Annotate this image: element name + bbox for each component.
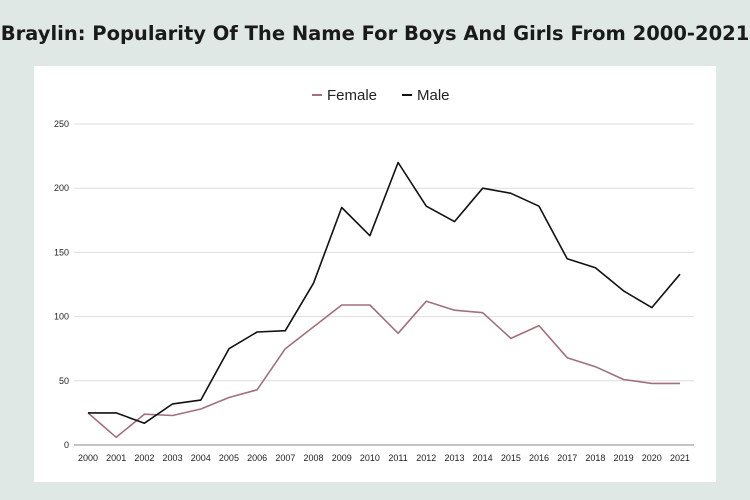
x-tick-label: 2011	[388, 453, 407, 463]
x-tick-label: 2001	[106, 453, 126, 463]
x-tick-label: 2007	[275, 453, 295, 463]
series-lines	[87, 161, 681, 439]
y-axis-ticks: 0 50 100 150 200 250	[54, 119, 69, 450]
chart-card: 0 50 100 150 200 250 2000 2001 2002 2003 2004 2005…	[34, 66, 716, 482]
x-axis-ticks: 2000 2001 2002 2003 2004 2005 2006 2007 2008 2009…	[78, 453, 690, 463]
y-tick-label: 50	[59, 376, 69, 386]
legend-item-male: Male	[402, 87, 450, 104]
x-tick-label: 2012	[416, 453, 436, 463]
x-tick-label: 2009	[332, 453, 352, 463]
chart-title: Braylin: Popularity Of The Name For Boys…	[0, 22, 750, 45]
x-tick-label: 2020	[642, 453, 662, 463]
x-tick-label: 2019	[614, 453, 634, 463]
x-tick-label: 2018	[585, 453, 605, 463]
x-tick-label: 2013	[444, 453, 464, 463]
x-tick-label: 2008	[304, 453, 324, 463]
x-tick-label: 2021	[670, 453, 690, 463]
x-tick-label: 2000	[78, 453, 98, 463]
x-tick-label: 2014	[473, 453, 493, 463]
x-tick-label: 2003	[163, 453, 183, 463]
series-line-female	[87, 300, 680, 439]
x-tick-label: 2006	[247, 453, 267, 463]
x-tick-label: 2017	[557, 453, 577, 463]
x-tick-label: 2015	[501, 453, 521, 463]
x-tick-label: 2004	[191, 453, 211, 463]
y-tick-label: 0	[64, 440, 69, 450]
y-tick-label: 200	[54, 183, 69, 193]
x-tick-label: 2005	[219, 453, 239, 463]
y-tick-label: 100	[54, 312, 69, 322]
y-tick-label: 250	[54, 119, 69, 129]
series-line-male	[88, 161, 681, 425]
x-tick-label: 2010	[360, 453, 380, 463]
legend-item-female: Female	[312, 87, 377, 104]
legend-label: Female	[327, 87, 377, 104]
gridlines	[74, 123, 694, 446]
legend-label: Male	[417, 87, 450, 104]
line-chart: 0 50 100 150 200 250 2000 2001 2002 2003 2004 2005…	[54, 87, 694, 463]
y-tick-label: 150	[54, 247, 69, 257]
legend: Female Male	[312, 87, 450, 104]
x-tick-label: 2016	[529, 453, 549, 463]
x-tick-label: 2002	[134, 453, 154, 463]
